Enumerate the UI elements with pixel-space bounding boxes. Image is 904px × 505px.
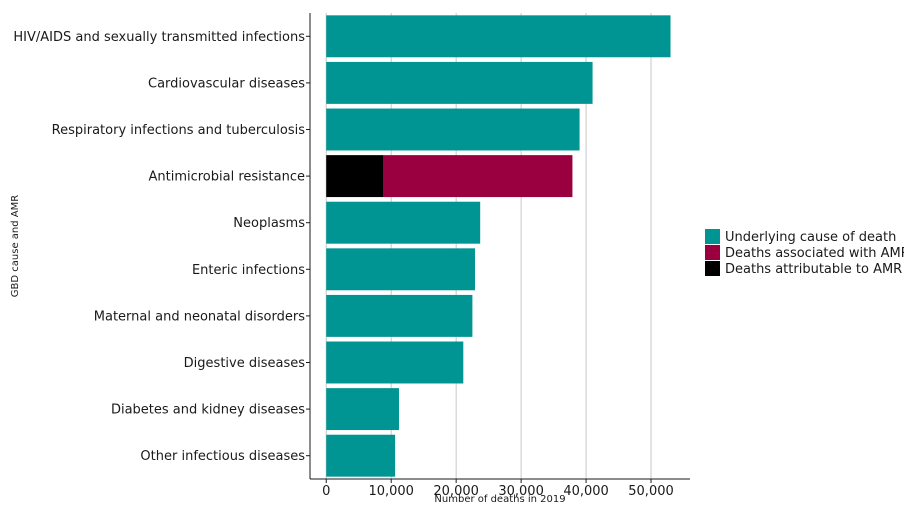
bar [326, 341, 464, 384]
category-label: Digestive diseases [184, 356, 306, 371]
axes [309, 13, 690, 480]
legend-label: Deaths associated with AMR [725, 246, 904, 261]
bars [326, 15, 671, 477]
category-label: Cardiovascular diseases [148, 76, 305, 91]
legend-swatch [705, 229, 720, 244]
bar [326, 108, 580, 151]
bar [326, 248, 475, 291]
bar [326, 155, 384, 198]
bar [326, 388, 399, 431]
category-label: Enteric infections [192, 263, 305, 278]
category-label: Maternal and neonatal disorders [94, 309, 305, 324]
legend-label: Underlying cause of death [725, 230, 896, 245]
legend-swatch [705, 245, 720, 260]
x-axis-title: Number of deaths in 2019 [434, 494, 565, 505]
bar [326, 201, 481, 244]
y-axis-title: GBD cause and AMR [10, 195, 21, 297]
category-label: Neoplasms [233, 216, 305, 231]
category-label: Diabetes and kidney diseases [111, 403, 305, 418]
category-label: Antimicrobial resistance [148, 170, 305, 185]
legend-swatch [705, 261, 720, 276]
y-axis-labels: HIV/AIDS and sexually transmitted infect… [13, 30, 310, 464]
x-tick-label: 40,000 [563, 484, 609, 499]
bar [326, 61, 593, 104]
category-label: HIV/AIDS and sexually transmitted infect… [13, 30, 305, 45]
x-tick-label: 20,000 [433, 484, 479, 499]
category-label: Respiratory infections and tuberculosis [52, 123, 306, 138]
x-tick-label: 30,000 [498, 484, 544, 499]
legend-label: Deaths attributable to AMR [725, 262, 902, 277]
bar [326, 434, 396, 477]
x-tick-label: 50,000 [628, 484, 674, 499]
x-tick-label: 10,000 [368, 484, 414, 499]
x-tick-label: 0 [322, 484, 330, 499]
bar [326, 294, 473, 337]
x-axis-ticks: 0 10,000 20,000 30,000 40,000 50,000 [322, 479, 674, 499]
bar [383, 155, 573, 198]
category-label: Other infectious diseases [140, 449, 305, 464]
bar [326, 15, 671, 58]
